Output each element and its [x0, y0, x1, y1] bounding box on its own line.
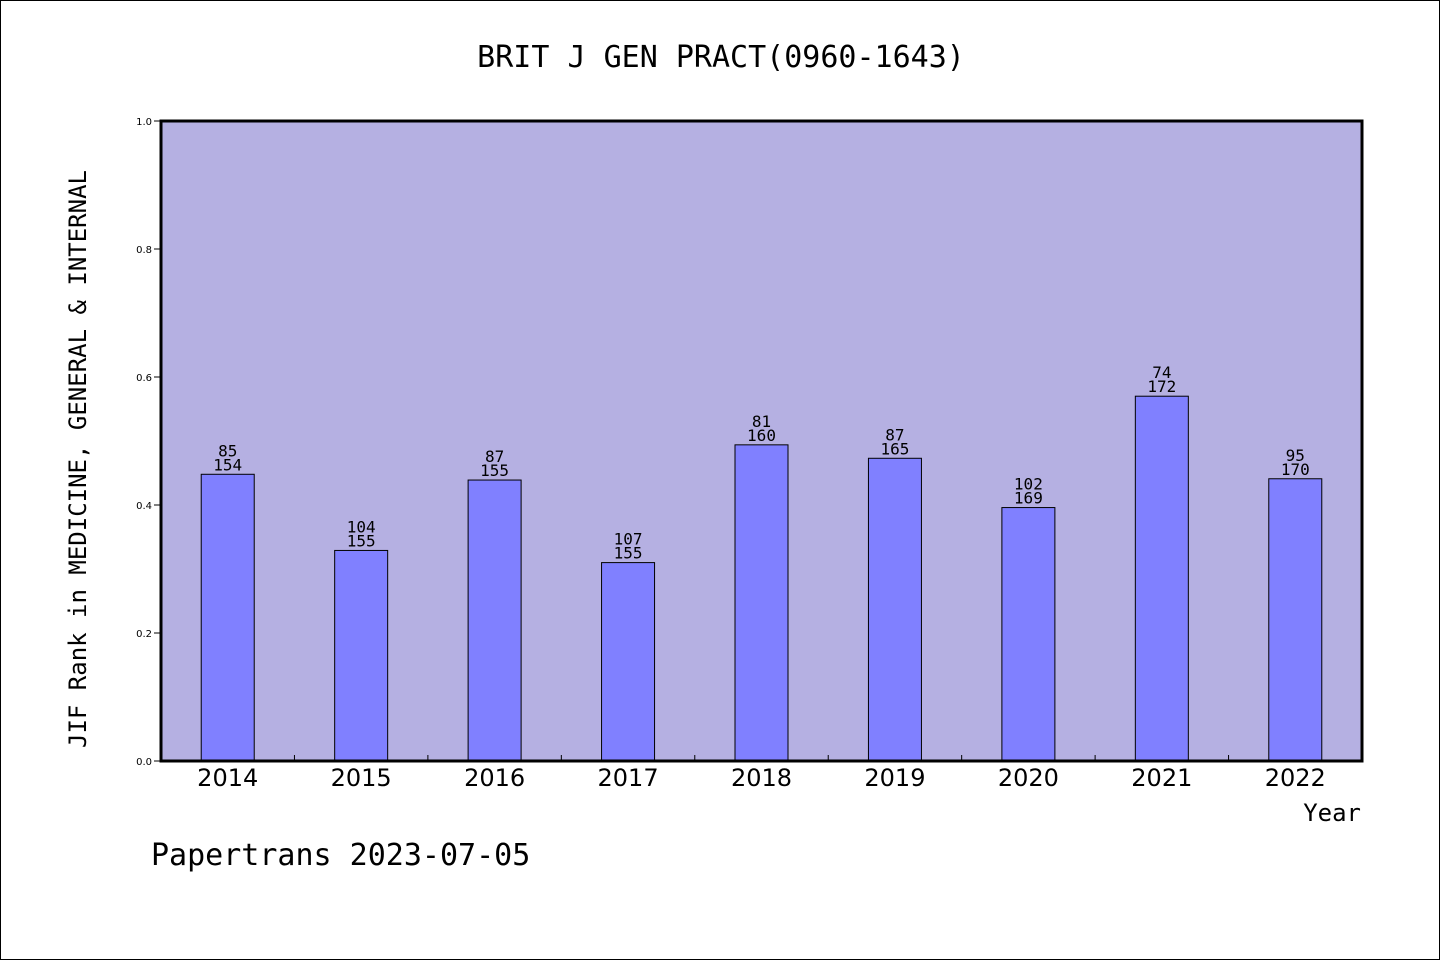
chart-title: BRIT J GEN PRACT(0960-1643) [477, 40, 965, 75]
bar [200, 473, 255, 762]
bar [734, 444, 789, 762]
bar-rank-label: 81 [752, 412, 771, 431]
y-axis-label: JIF Rank in MEDICINE, GENERAL & INTERNAL [64, 170, 92, 748]
bar-total-label: 155 [347, 531, 376, 550]
y-tick-label: 0.4 [136, 501, 152, 512]
bar-rank-label: 85 [218, 441, 237, 460]
plot-area: 0.00.20.40.60.81.08515420141041552015871… [136, 117, 1364, 792]
bar-total-label: 172 [1147, 377, 1176, 396]
x-tick-label: 2015 [331, 764, 392, 792]
x-tick-label: 2019 [864, 764, 925, 792]
bar-rank-label: 104 [347, 517, 376, 536]
bar-rank-label: 74 [1152, 363, 1171, 382]
bar-total-label: 155 [614, 544, 643, 563]
bar-total-label: 170 [1281, 460, 1310, 479]
y-tick-label: 0.0 [136, 757, 152, 768]
bar-rank-label: 87 [485, 447, 504, 466]
x-axis-label: Year [1303, 799, 1361, 827]
bar [1001, 507, 1056, 762]
bar [334, 549, 389, 762]
y-tick-label: 0.8 [136, 245, 152, 256]
bar-total-label: 169 [1014, 489, 1043, 508]
bar [601, 562, 656, 762]
x-tick-label: 2017 [598, 764, 659, 792]
bar-total-label: 165 [880, 439, 909, 458]
bar [467, 479, 522, 762]
y-tick-label: 1.0 [136, 117, 152, 128]
x-tick-label: 2020 [998, 764, 1059, 792]
bar-total-label: 155 [480, 461, 509, 480]
plot-border [159, 119, 1364, 763]
bar-rank-label: 102 [1014, 475, 1043, 494]
y-tick-label: 0.6 [136, 373, 152, 384]
bar [867, 457, 922, 762]
bar-total-label: 154 [213, 455, 242, 474]
bar-rank-label: 95 [1286, 446, 1305, 465]
x-tick-label: 2018 [731, 764, 792, 792]
x-tick-label: 2014 [197, 764, 258, 792]
bar [1134, 395, 1189, 762]
bar [1268, 478, 1323, 762]
bar-rank-label: 107 [614, 530, 643, 549]
x-tick-label: 2021 [1131, 764, 1192, 792]
x-tick-label: 2022 [1265, 764, 1326, 792]
bar-rank-label: 87 [885, 425, 904, 444]
x-tick-label: 2016 [464, 764, 525, 792]
footer-credit: Papertrans 2023-07-05 [151, 838, 530, 873]
y-tick-label: 0.2 [136, 629, 152, 640]
bar-total-label: 160 [747, 426, 776, 445]
